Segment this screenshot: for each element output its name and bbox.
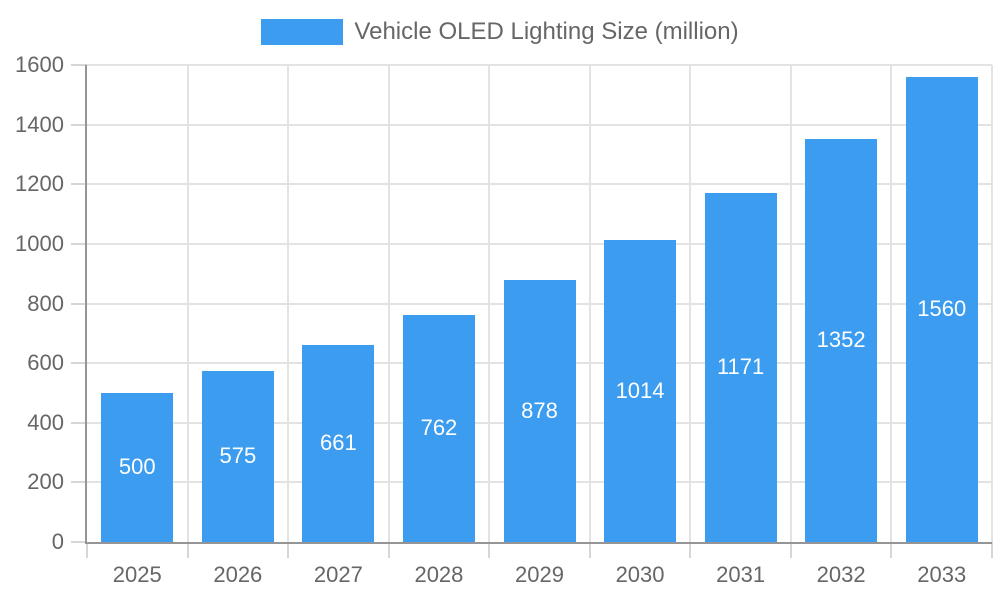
x-tick-label: 2029 <box>515 562 564 587</box>
bar[interactable] <box>604 239 677 542</box>
y-tick-label: 0 <box>51 529 64 554</box>
x-gridline <box>287 65 290 542</box>
bar[interactable] <box>805 138 878 542</box>
bar[interactable] <box>101 392 174 542</box>
x-axis-tick <box>588 542 591 558</box>
x-gridline <box>991 65 993 542</box>
bar-value-label: 878 <box>521 398 558 424</box>
legend-label: Vehicle OLED Lighting Size (million) <box>354 18 739 45</box>
bar-value-label: 1171 <box>716 354 765 380</box>
bar[interactable] <box>201 370 274 542</box>
x-axis-tick <box>86 542 88 558</box>
x-axis-tick <box>186 542 189 558</box>
bar[interactable] <box>503 280 576 542</box>
x-tick-label: 2025 <box>112 562 162 587</box>
y-gridline <box>87 183 992 186</box>
bar-value-label: 661 <box>320 430 357 456</box>
x-axis-tick <box>689 542 692 558</box>
y-axis-tick <box>71 541 87 543</box>
legend-swatch <box>261 19 344 45</box>
legend[interactable]: Vehicle OLED Lighting Size (million) <box>0 17 1000 47</box>
x-tick-label: 2030 <box>615 562 665 587</box>
y-tick-label: 600 <box>27 350 64 376</box>
y-axis-tick <box>71 242 87 245</box>
y-tick-label: 1200 <box>15 171 64 197</box>
y-gridline <box>87 242 992 245</box>
bar[interactable] <box>704 192 777 542</box>
x-axis-tick <box>287 542 290 558</box>
x-tick-label: 2026 <box>213 562 263 587</box>
x-axis-tick <box>991 542 993 558</box>
y-axis-tick <box>71 123 87 126</box>
x-tick-label: 2032 <box>816 562 866 587</box>
y-axis-tick <box>71 421 87 424</box>
x-gridline <box>689 65 692 542</box>
y-axis-tick <box>71 64 87 66</box>
y-gridline <box>87 64 992 66</box>
bar-value-label: 1560 <box>917 296 967 322</box>
y-axis-tick <box>71 183 87 186</box>
bar-value-label: 1014 <box>615 377 665 403</box>
x-axis-tick <box>488 542 491 558</box>
x-gridline <box>186 65 189 542</box>
x-gridline <box>387 65 390 542</box>
x-axis-line <box>85 542 992 544</box>
y-tick-label: 1600 <box>15 52 64 77</box>
bar-value-label: 762 <box>420 415 458 441</box>
bar[interactable] <box>905 76 978 542</box>
y-tick-label: 400 <box>27 409 64 435</box>
y-axis-line <box>85 65 87 544</box>
x-tick-label: 2033 <box>917 562 967 587</box>
x-gridline <box>488 65 491 542</box>
y-gridline <box>87 123 992 126</box>
y-tick-label: 1400 <box>15 111 64 137</box>
bar[interactable] <box>302 344 375 542</box>
bar-value-label: 575 <box>219 443 257 469</box>
x-gridline <box>890 65 893 542</box>
x-axis-tick <box>387 542 390 558</box>
y-tick-label: 1000 <box>15 230 64 256</box>
x-tick-label: 2028 <box>414 562 464 587</box>
bar-value-label: 500 <box>118 454 156 480</box>
bar-value-label: 1352 <box>816 327 866 353</box>
x-tick-label: 2031 <box>716 562 766 587</box>
bar[interactable] <box>402 314 475 542</box>
x-tick-label: 2027 <box>313 562 363 587</box>
y-tick-label: 200 <box>27 469 64 495</box>
x-gridline <box>789 65 792 542</box>
y-axis-tick <box>71 302 87 305</box>
x-axis-tick <box>789 542 792 558</box>
y-axis-tick <box>71 362 87 365</box>
x-gridline <box>588 65 591 542</box>
y-tick-label: 800 <box>27 290 64 316</box>
y-axis-tick <box>71 481 87 484</box>
x-axis-tick <box>890 542 893 558</box>
